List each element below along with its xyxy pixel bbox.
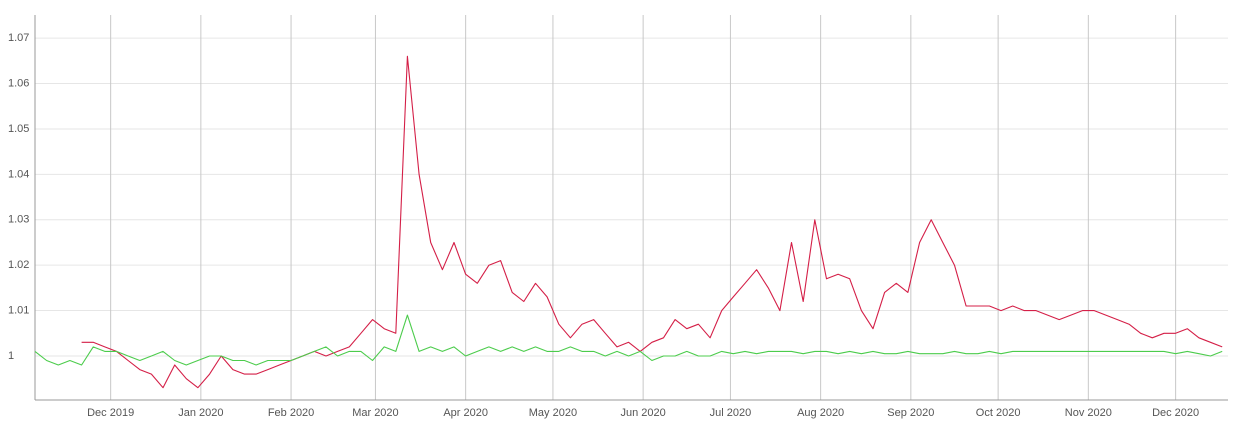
y-tick-label: 1 [8,350,14,362]
x-tick-label: Jun 2020 [621,407,666,419]
x-tick-label: Nov 2020 [1065,407,1112,419]
x-tick-label: May 2020 [529,407,577,419]
y-tick-label: 1.07 [8,32,29,44]
x-tick-label: Oct 2020 [976,407,1021,419]
x-tick-label: Feb 2020 [268,407,314,419]
y-tick-label: 1.03 [8,214,29,226]
x-tick-label: Dec 2019 [87,407,134,419]
series-line [81,55,1223,389]
y-tick-label: 1.06 [8,77,29,89]
x-tick-label: Jan 2020 [178,407,223,419]
y-tick-label: 1.01 [8,304,29,316]
x-tick-label: Dec 2020 [1152,407,1199,419]
y-tick-label: 1.05 [8,123,29,135]
x-tick-label: Aug 2020 [797,407,844,419]
series-line [34,314,1223,366]
y-tick-label: 1.02 [8,259,29,271]
x-tick-label: Mar 2020 [352,407,398,419]
y-tick-label: 1.04 [8,168,29,180]
x-tick-label: Jul 2020 [710,407,752,419]
x-tick-label: Sep 2020 [887,407,934,419]
x-tick-label: Apr 2020 [443,407,488,419]
